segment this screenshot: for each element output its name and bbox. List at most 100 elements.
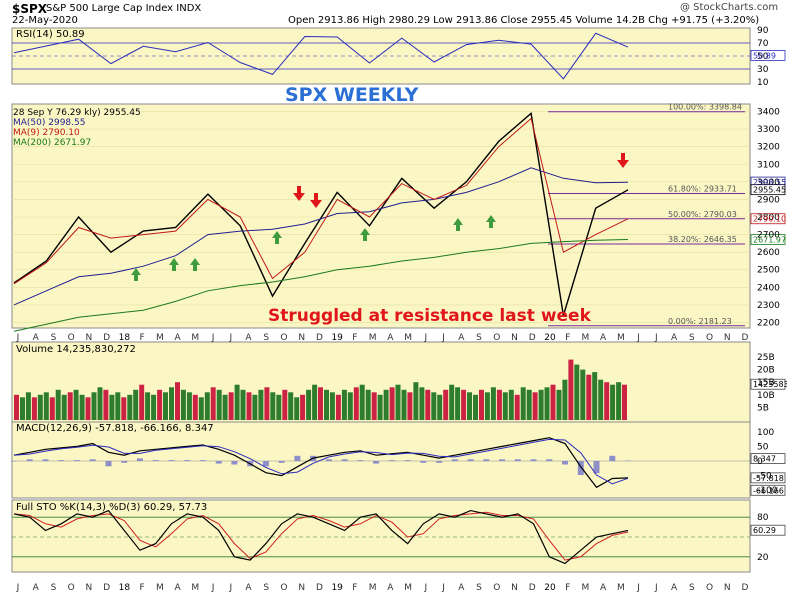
volume-bar bbox=[407, 392, 413, 420]
x-axis-label-price: D bbox=[529, 333, 536, 343]
x-axis-label-price: S bbox=[689, 333, 695, 343]
x-axis-label-price: J bbox=[654, 333, 658, 343]
rsi-y-tick: 90 bbox=[757, 26, 769, 36]
x-axis-label-bottom: S bbox=[263, 583, 269, 593]
series-line-ma9 bbox=[13, 117, 629, 285]
up-arrow-icon bbox=[453, 218, 463, 231]
rsi-y-tick: 50 bbox=[757, 52, 769, 62]
macd-y-tick: -50 bbox=[757, 472, 772, 482]
volume-bar bbox=[437, 394, 443, 420]
volume-bar bbox=[616, 382, 622, 420]
macd-histogram-bar bbox=[483, 459, 490, 462]
x-axis-label-bottom: A bbox=[387, 583, 394, 593]
rsi-line bbox=[13, 32, 629, 80]
volume-bar bbox=[133, 389, 139, 420]
volume-y-tick: 15B bbox=[757, 378, 775, 388]
x-axis-label-bottom: J bbox=[228, 583, 232, 593]
x-axis-label-bottom: N bbox=[86, 583, 93, 593]
rsi-y-tick: 30 bbox=[757, 65, 769, 75]
volume-bar bbox=[401, 389, 407, 420]
macd-histogram-bar bbox=[451, 459, 458, 462]
macd-histogram-bar bbox=[294, 455, 301, 462]
volume-bar bbox=[103, 389, 109, 420]
x-axis-label-bottom: N bbox=[724, 583, 731, 593]
price-y-tick: 2300 bbox=[757, 301, 780, 311]
fib-label: 61.80%: 2933.71 bbox=[668, 184, 737, 193]
x-axis-label-bottom: D bbox=[316, 583, 323, 593]
x-axis-label-bottom: A bbox=[600, 583, 607, 593]
volume-bar bbox=[240, 389, 246, 420]
x-axis-label-price: F bbox=[565, 333, 570, 343]
volume-bar bbox=[490, 387, 496, 420]
volume-bar bbox=[502, 392, 508, 420]
x-axis-label-bottom: N bbox=[298, 583, 305, 593]
rsi-y-tick: 10 bbox=[757, 78, 769, 88]
price-tag-box bbox=[750, 213, 786, 225]
x-axis-label-price: 18 bbox=[119, 333, 131, 343]
volume-bar bbox=[520, 387, 526, 420]
volume-bar bbox=[61, 394, 67, 420]
x-axis-label-price: N bbox=[511, 333, 518, 343]
volume-bar bbox=[324, 389, 329, 420]
price-y-tick: 3100 bbox=[757, 160, 780, 170]
macd-histogram-bar bbox=[105, 461, 112, 467]
macd-histogram-bar bbox=[467, 459, 474, 462]
up-arrow-icon bbox=[169, 258, 179, 271]
macd-tag-box bbox=[750, 453, 786, 464]
sto-k-line bbox=[13, 509, 629, 565]
sto-y-tick: 20 bbox=[757, 553, 769, 563]
macd-histogram-bar bbox=[231, 461, 238, 465]
x-axis-label-bottom: F bbox=[565, 583, 570, 593]
rsi-label: RSI(14) 50.89 bbox=[16, 29, 85, 40]
volume-bar bbox=[145, 392, 151, 420]
macd-histogram-bar bbox=[420, 461, 427, 463]
volume-bar bbox=[282, 389, 288, 420]
x-axis-label-price: N bbox=[86, 333, 93, 343]
x-axis-label-bottom: F bbox=[352, 583, 357, 593]
x-axis-label-price: N bbox=[298, 333, 305, 343]
x-axis-label-price: D bbox=[742, 333, 749, 343]
rsi-panel bbox=[11, 27, 751, 85]
x-axis-label-bottom: A bbox=[33, 583, 40, 593]
x-axis-label-price: N bbox=[724, 333, 731, 343]
sto-label: Full STO %K(14,3) %D(3) 60.29, 57.73 bbox=[16, 502, 208, 513]
volume-bar bbox=[359, 384, 365, 420]
x-axis-label-price: J bbox=[441, 333, 445, 343]
volume-bar bbox=[449, 384, 455, 420]
volume-bar bbox=[139, 384, 145, 420]
macd-histogram-bar bbox=[152, 460, 159, 461]
x-axis-label-bottom: M bbox=[191, 583, 199, 593]
rsi-tag: 50.89 bbox=[753, 51, 776, 60]
x-axis-label-price: F bbox=[352, 333, 357, 343]
macd-tag: -57.818 bbox=[753, 474, 784, 483]
x-axis-label-bottom: M bbox=[404, 583, 412, 593]
price-y-tick: 3400 bbox=[757, 108, 780, 118]
x-axis-label-bottom: M bbox=[582, 583, 590, 593]
price-legend-ma200: MA(200) 2671.97 bbox=[13, 138, 92, 148]
volume-bar bbox=[568, 359, 574, 420]
volume-bar bbox=[127, 394, 133, 420]
up-arrow-icon bbox=[272, 231, 282, 244]
x-axis-label-price: O bbox=[280, 333, 287, 343]
x-axis-label-bottom: M bbox=[617, 583, 625, 593]
x-axis-label-bottom: J bbox=[441, 583, 445, 593]
volume-bar bbox=[31, 397, 37, 420]
volume-bar bbox=[329, 392, 335, 420]
fib-label: 50.00%: 2790.03 bbox=[668, 210, 737, 219]
volume-bar bbox=[294, 397, 300, 420]
x-axis-label-price: M bbox=[156, 333, 164, 343]
volume-bar bbox=[264, 387, 270, 420]
volume-bar bbox=[544, 387, 550, 420]
volume-bar bbox=[73, 389, 79, 420]
volume-bar bbox=[204, 392, 210, 420]
macd-signal-line bbox=[13, 438, 629, 485]
x-axis-label-price: S bbox=[476, 333, 482, 343]
volume-bar bbox=[85, 397, 91, 420]
x-axis-label-price: J bbox=[16, 333, 20, 343]
x-axis-label-bottom: N bbox=[511, 583, 518, 593]
volume-bar bbox=[276, 394, 282, 420]
down-arrow-icon bbox=[293, 186, 305, 201]
volume-bar bbox=[270, 392, 276, 420]
macd-tag: 8.347 bbox=[753, 455, 776, 464]
